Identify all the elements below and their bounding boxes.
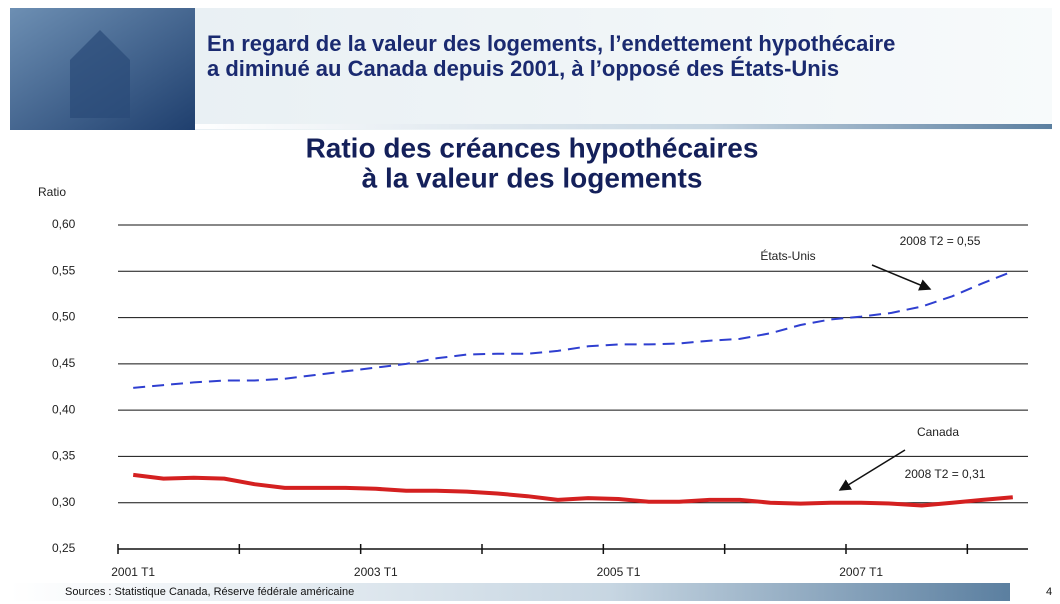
annotation: Canada (917, 425, 959, 439)
x-tick-label: 2001 T1 (111, 565, 155, 579)
y-tick-label: 0,30 (52, 495, 76, 509)
y-tick-label: 0,60 (52, 217, 76, 231)
header-line: En regard de la valeur des logements, l’… (207, 31, 895, 56)
y-tick-label: 0,25 (52, 541, 76, 555)
y-tick-label: 0,35 (52, 449, 76, 463)
x-tick-label: 2005 T1 (597, 565, 641, 579)
annotation: 2008 T2 = 0,31 (905, 467, 986, 481)
header-rule (195, 124, 1052, 129)
annotation: États-Unis (760, 248, 815, 263)
arrow (872, 265, 930, 289)
y-tick-label: 0,50 (52, 310, 76, 324)
y-axis-label: Ratio (38, 185, 66, 199)
x-tick-label: 2003 T1 (354, 565, 398, 579)
y-tick-label: 0,55 (52, 263, 76, 277)
chart-title: à la valeur des logements (362, 162, 703, 193)
header-line: a diminué au Canada depuis 2001, à l’opp… (207, 56, 839, 81)
series-line (133, 271, 1013, 388)
chart-title: Ratio des créances hypothécaires (306, 132, 759, 163)
series-line (133, 475, 1013, 506)
slide: En regard de la valeur des logements, l’… (0, 0, 1060, 604)
x-tick-label: 2007 T1 (839, 565, 883, 579)
annotation: 2008 T2 = 0,55 (900, 234, 981, 248)
y-tick-label: 0,45 (52, 356, 76, 370)
y-tick-label: 0,40 (52, 402, 76, 416)
sources: Sources : Statistique Canada, Réserve fé… (65, 586, 354, 598)
page-number: 4 (1046, 586, 1052, 598)
